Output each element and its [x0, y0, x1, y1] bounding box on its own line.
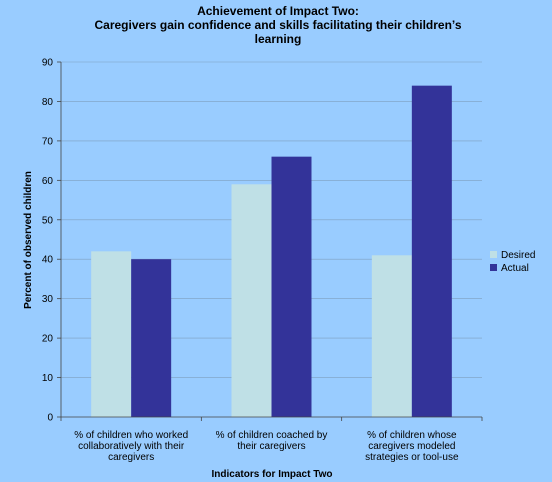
bar-desired-1	[231, 184, 272, 417]
legend-label-desired: Desired	[501, 250, 535, 261]
y-axis-title: Percent of observed children	[23, 171, 34, 309]
plot-area	[60, 62, 483, 421]
x-category-label: % of children whose	[367, 430, 457, 441]
x-category-label: collaboratively with their	[78, 441, 185, 452]
y-tick-label: 0	[47, 413, 53, 424]
legend-swatch-desired	[490, 251, 497, 258]
y-tick-label: 50	[42, 215, 54, 226]
y-tick-label: 10	[42, 373, 54, 384]
y-tick-label: 40	[42, 255, 54, 266]
x-category-label: % of children who worked	[74, 430, 188, 441]
y-tick-label: 90	[42, 58, 54, 69]
chart-title-line: Caregivers gain confidence and skills fa…	[95, 18, 462, 32]
x-axis-title: Indicators for Impact Two	[212, 469, 333, 480]
x-category-label: caregivers modeled	[368, 441, 455, 452]
y-tick-label: 60	[42, 176, 54, 187]
x-axis-categories: % of children who workedcollaboratively …	[74, 430, 459, 463]
bar-desired-0	[91, 251, 132, 417]
y-tick-label: 30	[42, 294, 54, 305]
legend-label-actual: Actual	[501, 263, 529, 274]
bar-actual-2	[411, 85, 452, 418]
y-axis-ticks: 0 10 20 30 40 50 60 70 80 90	[42, 58, 61, 424]
x-category-label: their caregivers	[237, 441, 305, 452]
legend: Desired Actual	[490, 250, 535, 274]
x-category-label: caregivers	[108, 452, 154, 463]
legend-swatch-actual	[490, 264, 497, 271]
chart-title: Achievement of Impact Two:Caregivers gai…	[95, 4, 462, 46]
x-category-label: % of children coached by	[216, 430, 328, 441]
y-tick-label: 70	[42, 136, 54, 147]
x-category-label: strategies or tool-use	[365, 452, 459, 463]
y-tick-label: 20	[42, 334, 54, 345]
y-tick-label: 80	[42, 97, 54, 108]
bar-actual-1	[271, 156, 312, 417]
chart-title-line: learning	[255, 32, 302, 46]
bar-desired-2	[371, 255, 412, 417]
chart-title-line: Achievement of Impact Two:	[197, 4, 359, 18]
bar-actual-0	[131, 259, 172, 417]
